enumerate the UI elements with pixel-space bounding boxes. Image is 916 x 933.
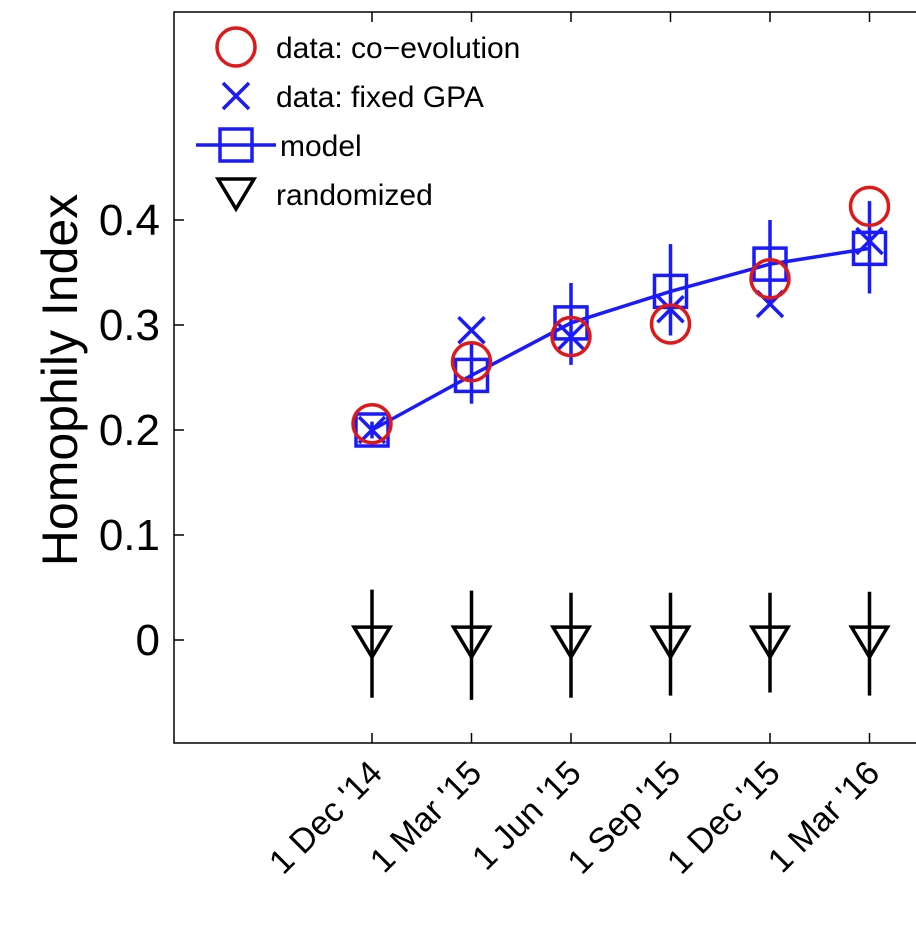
triangle-marker-shape: [649, 625, 692, 661]
x-marker-stroke: [656, 295, 685, 324]
legend: data: co−evolution data: fixed GPA model ra…: [196, 26, 520, 213]
circle-marker-shape: [848, 185, 891, 228]
square-marker-shape: [218, 127, 254, 163]
randomized-point: [350, 625, 394, 661]
x-tick-label: 1 Mar '15: [363, 754, 489, 880]
legend-label: randomized: [276, 179, 433, 212]
legend-marker: [218, 127, 254, 163]
co-evolution-point: [351, 402, 393, 445]
x-marker-stroke: [855, 226, 884, 256]
legend-marker: [214, 177, 258, 213]
circle-marker-shape: [749, 258, 791, 300]
y-tick-label: 0.4: [99, 196, 160, 245]
randomized-point: [450, 625, 493, 661]
triangle-marker-shape: [848, 625, 891, 661]
axes-box: [173, 11, 916, 744]
triangle-marker-shape: [350, 625, 394, 661]
y-tick-label: 0: [136, 616, 160, 665]
fixed-gpa-point: [656, 295, 685, 324]
model-point: [354, 412, 390, 448]
circle-marker-shape: [550, 315, 592, 358]
plot-area: [173, 11, 916, 744]
x-marker-stroke: [457, 316, 486, 345]
randomized-point: [649, 625, 692, 661]
model-point: [752, 246, 788, 282]
model-line: [371, 246, 870, 432]
legend-entry: data: co−evolution: [215, 26, 520, 68]
y-tick-label: 0.2: [99, 406, 160, 455]
triangle-marker-shape: [214, 177, 258, 213]
y-axis-label: Homophily Index: [32, 194, 88, 566]
x-marker-stroke: [221, 81, 251, 111]
y-tick-label: 0.3: [99, 301, 160, 350]
legend-label: data: fixed GPA: [276, 81, 484, 114]
co-evolution-point: [848, 185, 891, 228]
square-marker-shape: [354, 412, 390, 448]
fixed-gpa-point: [457, 316, 486, 345]
legend-entry: model: [196, 127, 362, 163]
triangle-marker-shape: [450, 625, 493, 661]
square-marker-shape: [453, 357, 490, 394]
fixed-gpa-point: [556, 322, 586, 351]
circle-marker-shape: [450, 341, 493, 383]
legend-marker: [215, 26, 257, 68]
legend-entry: data: fixed GPA: [221, 81, 484, 114]
co-evolution-point: [550, 315, 592, 358]
randomized-point: [748, 625, 792, 661]
series-layer: [350, 185, 891, 700]
y-axis: 0 0.1 0.2 0.3 0.4: [99, 196, 184, 665]
circle-marker-shape: [649, 303, 692, 345]
triangle-marker-shape: [748, 625, 792, 661]
co-evolution-point: [450, 341, 493, 383]
fixed-gpa-point: [855, 226, 884, 256]
y-tick-label: 0.1: [99, 511, 160, 560]
co-evolution-point: [649, 303, 692, 345]
co-evolution-point: [749, 258, 791, 300]
x-marker-stroke: [556, 322, 586, 351]
circle-marker-shape: [351, 402, 393, 445]
circle-marker-shape: [215, 26, 257, 68]
randomized-point: [549, 625, 593, 661]
model-point: [851, 230, 888, 267]
square-marker-shape: [851, 230, 888, 267]
x-tick-label: 1 Mar '16: [761, 754, 887, 880]
triangle-marker-shape: [549, 625, 593, 661]
legend-label: data: co−evolution: [276, 32, 520, 65]
square-marker-shape: [752, 246, 788, 282]
legend-label: model: [280, 130, 362, 163]
model-point: [453, 357, 490, 394]
randomized-point: [848, 625, 891, 661]
legend-marker: [221, 81, 251, 111]
legend-entry: randomized: [214, 177, 433, 213]
